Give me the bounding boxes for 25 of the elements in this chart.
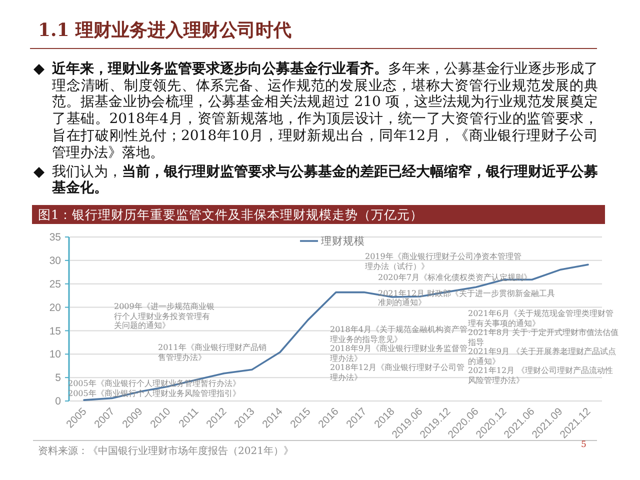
- y-tick-label: 35: [49, 232, 62, 244]
- annotation: 2018年12月《商业银行理财子公司管理办法》: [330, 363, 465, 382]
- y-tick-label: 20: [49, 302, 62, 314]
- y-tick-label: 10: [49, 348, 62, 361]
- text: 1.1 理财业务进入理财公司时代: [38, 20, 292, 42]
- y-tick-label: 0: [55, 396, 62, 408]
- legend-label: 理财规模: [321, 234, 365, 248]
- annotation: 2021年12月 《理财公司理财产品流动性风险管理办法》: [468, 366, 614, 386]
- annotation: 2021年9月 《关于开展养老理财产品试点的通知》: [468, 347, 617, 366]
- text: 我们认为，当前，银行理财监管要求与公募基金的差距已经大幅缩窄，银行理财近乎公募基金化。: [52, 164, 598, 198]
- y-tick-label: 15: [49, 325, 62, 338]
- text: 5: [581, 440, 586, 450]
- annotation: 2018年9月《商业银行理财业务监督管理办法》: [330, 344, 468, 363]
- text: 近年来，理财业务监管要求逐步向公募基金行业看齐。多年来，公募基金行业逐步形成了理念清晰、制度领先、体系完备、运作规范的发展业态，堪称大资管行业规范发展的典范。据基金业协会梳理，公募基金相关法规超过 210 项，这些法规为行业规范发展奠定了基础。2018年4月，资管新规落地，作为顶层设计，统一了大资管行业的监管要求，旨在打破刚性兑付；2018年10月，理财新规出台，同年12月，《商业银行理财子公司管理办法》落地。: [52, 61, 598, 162]
- y-tick-label: 30: [49, 255, 62, 268]
- text: 资料来源：《中国银行业理财市场年度报告（2021年）》: [38, 446, 294, 458]
- annotation: 2018年4月《关于规范金融机构资产管理业务的指导意见》: [330, 325, 468, 344]
- y-tick-label: 5: [55, 372, 62, 384]
- annotation: 2011年《商业银行理财产品销售管理办法》: [158, 343, 268, 362]
- annotation: 2009年《进一步规范商业银行个人理财业务投资管理有关问题的通知》: [114, 302, 215, 331]
- annotation: 2021年8月 关于·于定开式理财市值法估值指导: [468, 328, 620, 347]
- annotation: 2021年6月《关于规范现金管理类理财管理有关事项的通知》: [468, 309, 614, 328]
- chart-title: 图1：银行理财历年重要监管文件及非保本理财规模走势（万亿元）: [38, 207, 423, 222]
- annotation: 2019年《商业银行理财子公司净资本管理管理办法（试行）》: [365, 252, 522, 272]
- y-tick-label: 25: [49, 278, 62, 290]
